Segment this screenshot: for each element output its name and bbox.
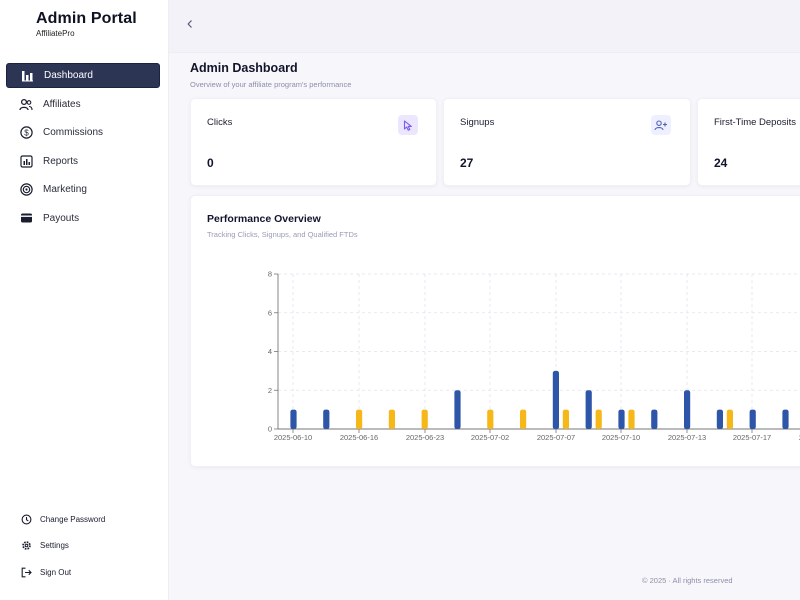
- target-icon: [19, 183, 33, 197]
- stat-value: 0: [207, 156, 214, 170]
- bar-yellow: [388, 409, 395, 429]
- bar-blue: [290, 409, 297, 429]
- sign-out-icon: [20, 566, 32, 578]
- page-title: Admin Dashboard: [190, 61, 298, 75]
- sidebar: Admin Portal AffiliatePro Dashboard Affi…: [0, 0, 169, 600]
- y-tick-label: 6: [268, 308, 272, 317]
- x-tick-label: 2025-06-10: [274, 433, 312, 442]
- top-bar: [169, 0, 800, 53]
- bar-yellow: [595, 409, 602, 429]
- sidebar-bottom-nav: Change Password Settings Sign Out: [20, 512, 105, 592]
- change-password-link[interactable]: Change Password: [20, 512, 105, 526]
- sidebar-item-label: Affiliates: [43, 98, 81, 110]
- chevron-left-icon[interactable]: [183, 16, 197, 32]
- svg-text:$: $: [24, 129, 29, 138]
- sidebar-item-label: Payouts: [43, 212, 80, 224]
- settings-link[interactable]: Settings: [20, 539, 105, 553]
- app-title: Admin Portal: [36, 10, 137, 27]
- stat-card-clicks: Clicks 0: [190, 98, 437, 186]
- sidebar-item-dashboard[interactable]: Dashboard: [6, 63, 160, 88]
- gear-icon: [20, 540, 32, 552]
- bar-yellow: [726, 409, 733, 429]
- bar-yellow: [487, 409, 494, 429]
- stat-value: 24: [714, 156, 728, 170]
- brand: Admin Portal AffiliatePro: [36, 10, 137, 38]
- stat-label: First-Time Deposits: [714, 117, 796, 128]
- y-tick-label: 0: [268, 425, 272, 434]
- x-tick-label: 2025-07-17: [733, 433, 771, 442]
- sidebar-item-affiliates[interactable]: Affiliates: [6, 92, 160, 117]
- bar-blue: [454, 390, 461, 429]
- sidebar-nav: Dashboard Affiliates $ Commissions Repor…: [6, 63, 160, 235]
- x-tick-label: 2025-06-23: [406, 433, 444, 442]
- bar-blue: [716, 409, 723, 429]
- x-tick-label: 2025-07-07: [537, 433, 575, 442]
- bar-blue: [782, 409, 789, 429]
- cursor-icon: [398, 115, 418, 135]
- app-subtitle: AffiliatePro: [36, 29, 75, 38]
- bar-yellow: [356, 409, 363, 429]
- sign-out-label: Sign Out: [40, 567, 72, 577]
- bar-chart-icon: [20, 69, 34, 83]
- stat-card-signups: Signups 27: [443, 98, 691, 186]
- x-tick-label: 2025-06-16: [340, 433, 378, 442]
- sidebar-item-reports[interactable]: Reports: [6, 149, 160, 174]
- stat-label: Clicks: [207, 117, 233, 128]
- y-tick-label: 2: [268, 386, 272, 395]
- x-tick-label: 2025-07-02: [471, 433, 509, 442]
- y-tick-label: 4: [268, 347, 272, 356]
- wallet-icon: [19, 211, 33, 225]
- bar-blue: [651, 409, 658, 429]
- x-tick-label: 2025-07-13: [668, 433, 706, 442]
- bar-blue: [323, 409, 330, 429]
- stat-card-ftd: First-Time Deposits 24: [697, 98, 800, 186]
- x-tick-label: 2: [799, 433, 800, 442]
- sidebar-item-label: Dashboard: [44, 70, 93, 81]
- bar-blue: [749, 409, 756, 429]
- bar-blue: [585, 390, 592, 429]
- sidebar-item-payouts[interactable]: Payouts: [6, 206, 160, 231]
- bar-yellow: [520, 409, 527, 429]
- sidebar-item-label: Commissions: [43, 127, 104, 139]
- change-password-label: Change Password: [40, 514, 106, 524]
- footer-text: © 2025 · All rights reserved: [642, 576, 733, 585]
- stat-label: Signups: [460, 117, 495, 128]
- settings-label: Settings: [40, 541, 69, 551]
- chart-title: Performance Overview: [207, 213, 321, 225]
- chart-subtitle: Tracking Clicks, Signups, and Qualified …: [207, 230, 358, 239]
- users-icon: [19, 97, 33, 111]
- bar-yellow: [562, 409, 569, 429]
- performance-chart-card: Performance Overview Tracking Clicks, Si…: [190, 195, 800, 467]
- sidebar-item-label: Reports: [43, 155, 79, 167]
- bar-blue: [684, 390, 691, 429]
- bar-yellow: [421, 409, 428, 429]
- sign-out-link[interactable]: Sign Out: [20, 565, 105, 579]
- sidebar-item-commissions[interactable]: $ Commissions: [6, 120, 160, 145]
- sidebar-item-label: Marketing: [43, 184, 87, 196]
- dollar-circle-icon: $: [19, 126, 33, 140]
- user-plus-icon: [651, 115, 671, 135]
- bar-yellow: [628, 409, 635, 429]
- stat-value: 27: [460, 156, 474, 170]
- y-tick-label: 8: [268, 270, 272, 279]
- bar-blue: [552, 370, 559, 429]
- report-icon: [19, 154, 33, 168]
- key-icon: [20, 513, 32, 525]
- x-tick-label: 2025-07-10: [602, 433, 640, 442]
- sidebar-item-marketing[interactable]: Marketing: [6, 177, 160, 202]
- bar-blue: [618, 409, 625, 429]
- performance-chart: 0 2 4 6 8 2025-06-10 2025-06-16 2025-06-23 2025-…: [268, 270, 800, 442]
- page-subtitle: Overview of your affiliate program's per…: [190, 80, 352, 89]
